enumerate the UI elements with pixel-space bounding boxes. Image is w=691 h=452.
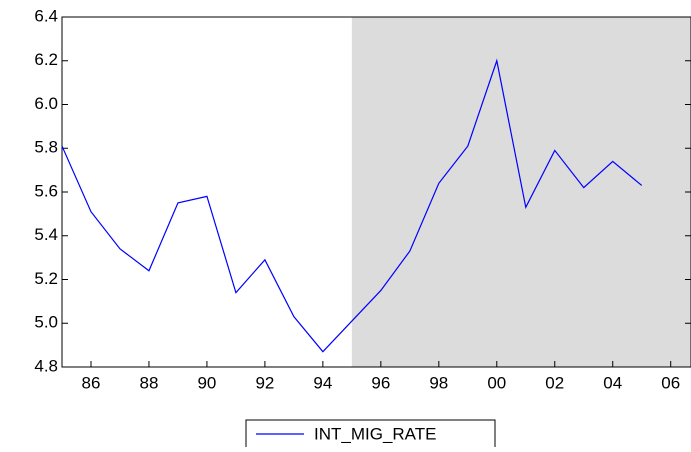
y-tick-label: 6.0 (34, 94, 58, 113)
y-tick-label: 6.4 (34, 6, 58, 25)
x-tick-label: 94 (313, 373, 332, 392)
x-tick-label: 86 (82, 373, 101, 392)
x-tick-label: 92 (255, 373, 274, 392)
x-tick-label: 06 (661, 373, 680, 392)
y-tick-label: 5.4 (34, 225, 58, 244)
x-tick-label: 02 (545, 373, 564, 392)
legend-label: INT_MIG_RATE (314, 424, 436, 443)
y-tick-label: 6.2 (34, 50, 58, 69)
x-tick-label: 96 (371, 373, 390, 392)
x-tick-label: 88 (139, 373, 158, 392)
shaded-region (351, 17, 691, 367)
y-tick-label: 5.0 (34, 313, 58, 332)
x-tick-label: 98 (429, 373, 448, 392)
legend: INT_MIG_RATE (245, 419, 496, 449)
y-tick-label: 5.6 (34, 181, 58, 200)
x-tick-label: 90 (197, 373, 216, 392)
x-tick-label: 04 (603, 373, 622, 392)
y-tick-label: 4.8 (34, 356, 58, 375)
data-line (61, 58, 643, 353)
y-tick-label: 5.8 (34, 138, 58, 157)
x-tick-label: 00 (487, 373, 506, 392)
y-tick-label: 5.2 (34, 269, 58, 288)
